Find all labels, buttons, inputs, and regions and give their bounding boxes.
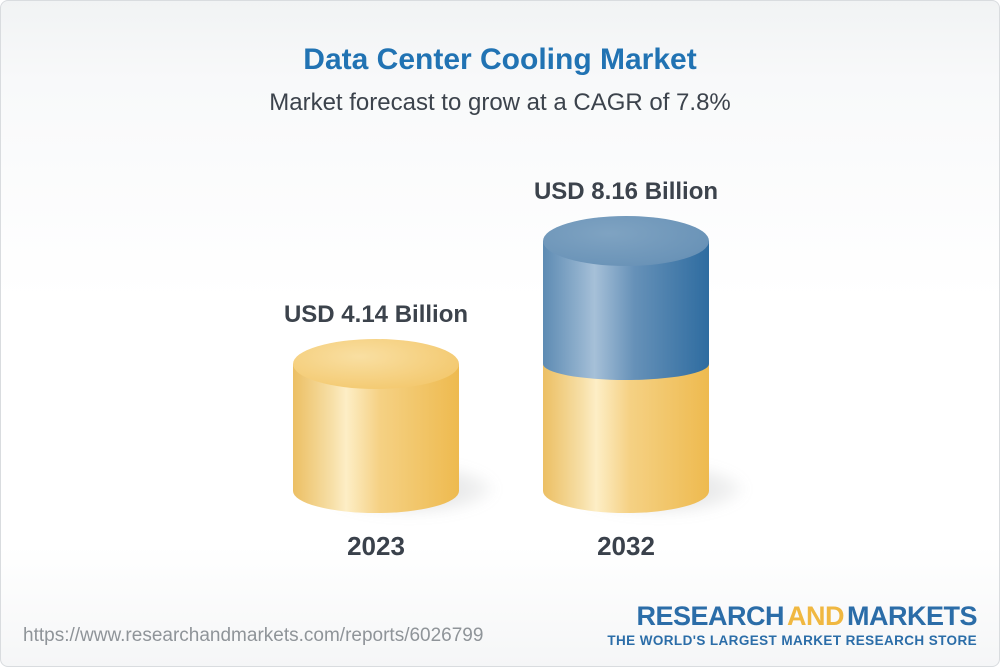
logo-word-markets: MARKETS (847, 601, 978, 631)
logo-word-and: AND (787, 601, 845, 631)
category-label-2032: 2032 (597, 531, 655, 561)
chart-subtitle: Market forecast to grow at a CAGR of 7.8… (269, 89, 731, 116)
value-label-2023: USD 4.14 Billion (283, 301, 469, 329)
bar-2023-top-cap (293, 339, 459, 390)
bar-2023-segment-0-bottom-cap (293, 469, 459, 513)
logo-tagline: THE WORLD'S LARGEST MARKET RESEARCH STOR… (607, 633, 977, 648)
report-url: https://www.researchandmarkets.com/repor… (23, 625, 484, 646)
category-label-2023: 2023 (347, 531, 405, 561)
value-label-2032: USD 8.16 Billion (533, 178, 719, 206)
chart-title: Data Center Cooling Market (303, 43, 697, 76)
bar-2032-top-cap (543, 216, 709, 267)
logo-word-research: RESEARCH (636, 601, 784, 631)
logo-wordmark: RESEARCH AND MARKETS (607, 602, 977, 630)
bar-2032-segment-0-bottom-cap (543, 469, 709, 513)
research-and-markets-logo: RESEARCH AND MARKETS THE WORLD'S LARGEST M… (607, 602, 977, 648)
bar-2032-segment-1-bottom-cap (543, 348, 709, 381)
